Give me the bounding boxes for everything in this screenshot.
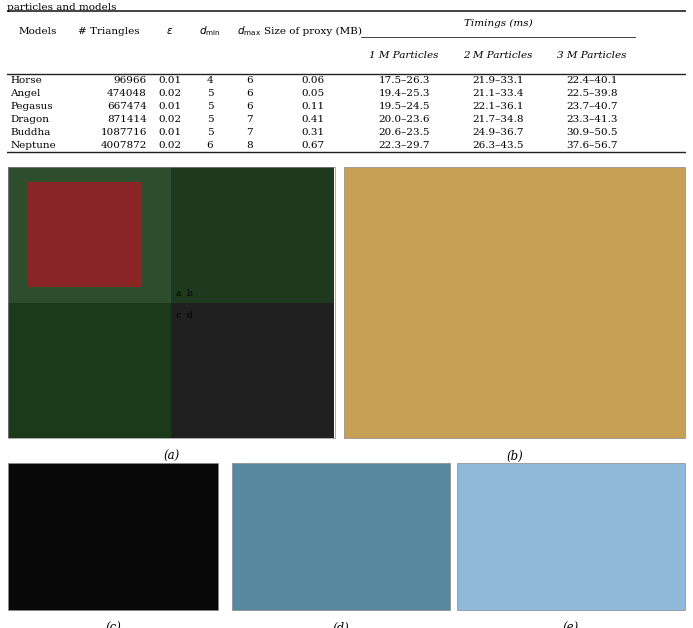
Text: 26.3–43.5: 26.3–43.5 — [472, 141, 524, 150]
Text: 7: 7 — [246, 115, 253, 124]
Text: 0.41: 0.41 — [301, 115, 325, 124]
Text: 21.1–33.4: 21.1–33.4 — [472, 89, 524, 98]
Text: 0.01: 0.01 — [159, 128, 182, 137]
Bar — [171, 167, 334, 303]
Text: 4007872: 4007872 — [100, 141, 147, 150]
Text: Size of proxy (MB): Size of proxy (MB) — [264, 26, 362, 36]
Text: 22.4–40.1: 22.4–40.1 — [566, 77, 617, 85]
Text: Buddha: Buddha — [10, 128, 51, 137]
Text: Angel: Angel — [10, 89, 41, 98]
Text: 21.9–33.1: 21.9–33.1 — [472, 77, 524, 85]
Bar — [8, 463, 218, 610]
Text: 19.4–25.3: 19.4–25.3 — [378, 89, 430, 98]
Text: 6: 6 — [246, 89, 253, 98]
Text: (e): (e) — [563, 622, 579, 628]
Text: 0.02: 0.02 — [159, 141, 182, 150]
Bar — [8, 167, 171, 303]
Text: 5: 5 — [207, 102, 213, 111]
Text: 0.01: 0.01 — [159, 102, 182, 111]
Text: 2 M Particles: 2 M Particles — [463, 51, 533, 60]
Text: 7: 7 — [246, 128, 253, 137]
Bar — [344, 167, 685, 438]
Text: Models: Models — [18, 26, 57, 36]
Text: 0.31: 0.31 — [301, 128, 325, 137]
Text: 0.06: 0.06 — [301, 77, 325, 85]
Text: 667474: 667474 — [107, 102, 147, 111]
Text: 37.6–56.7: 37.6–56.7 — [566, 141, 617, 150]
Text: Horse: Horse — [10, 77, 42, 85]
Text: Neptune: Neptune — [10, 141, 56, 150]
Text: 1087716: 1087716 — [100, 128, 147, 137]
Bar — [232, 463, 450, 610]
Text: 0.02: 0.02 — [159, 89, 182, 98]
Text: 19.5–24.5: 19.5–24.5 — [378, 102, 430, 111]
Bar — [171, 303, 334, 438]
Bar — [8, 303, 171, 438]
Text: 0.67: 0.67 — [301, 141, 325, 150]
Text: 4: 4 — [207, 77, 213, 85]
Bar — [457, 463, 685, 610]
Text: 30.9–50.5: 30.9–50.5 — [566, 128, 617, 137]
Text: Pegasus: Pegasus — [10, 102, 53, 111]
Text: c  d: c d — [176, 311, 193, 320]
Text: 6: 6 — [246, 77, 253, 85]
Text: 23.3–41.3: 23.3–41.3 — [566, 115, 617, 124]
Text: 8: 8 — [246, 141, 253, 150]
Text: $\varepsilon$: $\varepsilon$ — [166, 26, 173, 36]
Text: 96966: 96966 — [114, 77, 147, 85]
Text: 0.01: 0.01 — [159, 77, 182, 85]
Text: 23.7–40.7: 23.7–40.7 — [566, 102, 617, 111]
Text: 17.5–26.3: 17.5–26.3 — [378, 77, 430, 85]
Text: 0.02: 0.02 — [159, 115, 182, 124]
Bar — [28, 182, 141, 288]
Text: $d_{\mathrm{max}}$: $d_{\mathrm{max}}$ — [237, 24, 261, 38]
Text: 5: 5 — [207, 115, 213, 124]
Text: Dragon: Dragon — [10, 115, 49, 124]
Text: a  b: a b — [176, 288, 193, 298]
Text: 21.7–34.8: 21.7–34.8 — [472, 115, 524, 124]
Text: (a): (a) — [164, 450, 179, 463]
Text: $d_{\mathrm{min}}$: $d_{\mathrm{min}}$ — [199, 24, 221, 38]
Text: (c): (c) — [105, 622, 121, 628]
Text: 3 M Particles: 3 M Particles — [557, 51, 626, 60]
Text: # Triangles: # Triangles — [78, 26, 139, 36]
Text: 22.1–36.1: 22.1–36.1 — [472, 102, 524, 111]
Text: 22.3–29.7: 22.3–29.7 — [378, 141, 430, 150]
Text: 5: 5 — [207, 128, 213, 137]
Text: 1 M Particles: 1 M Particles — [369, 51, 439, 60]
Text: 22.5–39.8: 22.5–39.8 — [566, 89, 617, 98]
Bar — [8, 167, 335, 438]
Text: 0.11: 0.11 — [301, 102, 325, 111]
Text: 6: 6 — [207, 141, 213, 150]
Text: 24.9–36.7: 24.9–36.7 — [472, 128, 524, 137]
Text: 474048: 474048 — [107, 89, 147, 98]
Text: 871414: 871414 — [107, 115, 147, 124]
Text: (b): (b) — [506, 450, 523, 463]
Text: particles and models: particles and models — [7, 3, 116, 11]
Text: Timings (ms): Timings (ms) — [464, 19, 532, 28]
Text: 20.0–23.6: 20.0–23.6 — [378, 115, 430, 124]
Text: 5: 5 — [207, 89, 213, 98]
Text: 0.05: 0.05 — [301, 89, 325, 98]
Text: (d): (d) — [333, 622, 349, 628]
Text: 6: 6 — [246, 102, 253, 111]
Text: 20.6–23.5: 20.6–23.5 — [378, 128, 430, 137]
